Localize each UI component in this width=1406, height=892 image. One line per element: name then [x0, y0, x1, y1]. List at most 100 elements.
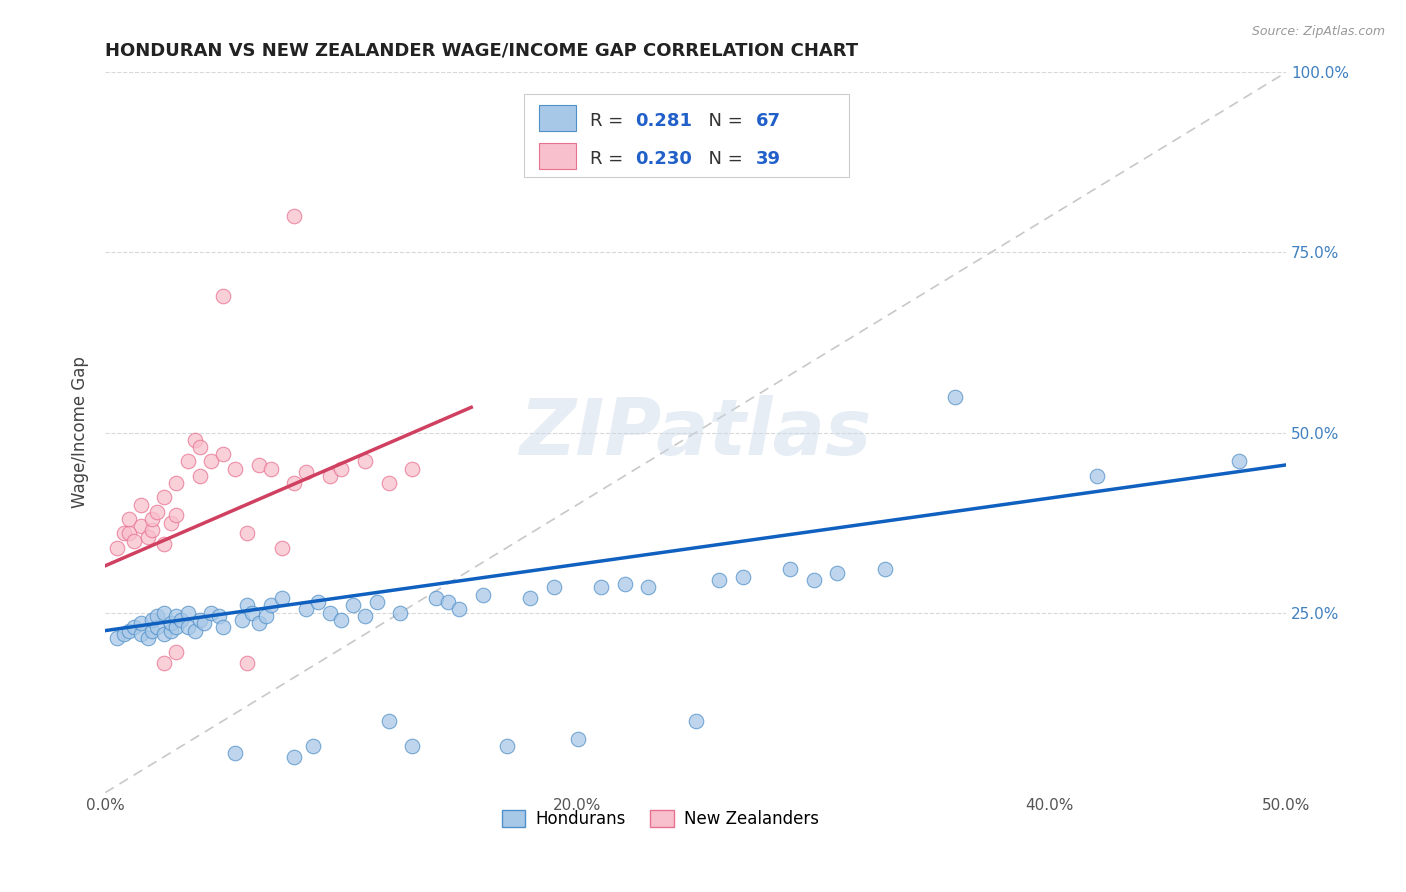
Point: [122, 533, 145, 548]
Point: [224, 746, 246, 760]
Text: 0.230: 0.230: [636, 150, 692, 168]
Point: [1085, 468, 1108, 483]
Point: [160, 516, 183, 530]
Point: [449, 602, 471, 616]
Point: [283, 210, 305, 224]
Point: [112, 526, 135, 541]
Point: [591, 581, 613, 595]
Point: [342, 599, 364, 613]
Point: [377, 475, 399, 490]
Point: [141, 624, 163, 638]
Point: [637, 581, 659, 595]
Point: [141, 512, 163, 526]
Point: [141, 613, 163, 627]
Point: [1227, 454, 1250, 468]
Legend: Hondurans, New Zealanders: Hondurans, New Zealanders: [495, 803, 825, 835]
Point: [401, 739, 423, 753]
Point: [170, 613, 193, 627]
Point: [259, 599, 281, 613]
Point: [212, 447, 235, 461]
Text: N =: N =: [697, 150, 748, 168]
Point: [184, 624, 207, 638]
Point: [146, 609, 169, 624]
Point: [302, 739, 325, 753]
Text: R =: R =: [591, 112, 630, 129]
Point: [377, 714, 399, 728]
Point: [160, 624, 183, 638]
Point: [165, 645, 187, 659]
Point: [153, 656, 176, 670]
Point: [803, 573, 825, 587]
Point: [519, 591, 541, 606]
Point: [271, 541, 294, 555]
Point: [271, 591, 294, 606]
Bar: [538, 143, 576, 169]
Point: [495, 739, 517, 753]
Point: [188, 468, 211, 483]
Point: [873, 562, 896, 576]
Point: [200, 606, 222, 620]
Point: [567, 731, 589, 746]
Point: [146, 620, 169, 634]
Point: [141, 523, 163, 537]
Point: [354, 454, 377, 468]
Text: N =: N =: [697, 112, 748, 129]
Point: [827, 566, 849, 580]
Point: [354, 609, 377, 624]
Point: [685, 714, 707, 728]
Point: [236, 526, 259, 541]
Text: 67: 67: [756, 112, 780, 129]
Point: [165, 609, 187, 624]
Text: Source: ZipAtlas.com: Source: ZipAtlas.com: [1251, 25, 1385, 38]
Point: [283, 475, 305, 490]
Point: [118, 624, 141, 638]
Text: HONDURAN VS NEW ZEALANDER WAGE/INCOME GAP CORRELATION CHART: HONDURAN VS NEW ZEALANDER WAGE/INCOME GA…: [105, 42, 858, 60]
Point: [112, 627, 135, 641]
Point: [105, 541, 128, 555]
Text: 0.281: 0.281: [636, 112, 692, 129]
Point: [318, 468, 340, 483]
Point: [129, 627, 152, 641]
Point: [389, 606, 412, 620]
Point: [146, 505, 169, 519]
Point: [136, 530, 159, 544]
Point: [207, 609, 229, 624]
Point: [118, 512, 141, 526]
Point: [160, 616, 183, 631]
Point: [122, 620, 145, 634]
Point: [543, 581, 565, 595]
Point: [436, 595, 458, 609]
Point: [259, 461, 281, 475]
Point: [165, 508, 187, 523]
Point: [200, 454, 222, 468]
Point: [153, 606, 176, 620]
Text: 39: 39: [756, 150, 780, 168]
Y-axis label: Wage/Income Gap: Wage/Income Gap: [72, 357, 89, 508]
Point: [129, 498, 152, 512]
Text: R =: R =: [591, 150, 630, 168]
Point: [129, 616, 152, 631]
Point: [184, 433, 207, 447]
Point: [231, 613, 253, 627]
Point: [129, 519, 152, 533]
Point: [153, 627, 176, 641]
Point: [240, 606, 263, 620]
Point: [153, 537, 176, 551]
Point: [425, 591, 447, 606]
Point: [318, 606, 340, 620]
Point: [212, 620, 235, 634]
Point: [779, 562, 801, 576]
Point: [330, 613, 353, 627]
Point: [153, 491, 176, 505]
Point: [193, 616, 215, 631]
Point: [177, 454, 200, 468]
Point: [709, 573, 731, 587]
Point: [118, 526, 141, 541]
Point: [224, 461, 246, 475]
Point: [943, 390, 966, 404]
Point: [177, 620, 200, 634]
Point: [165, 620, 187, 634]
Point: [307, 595, 329, 609]
Point: [295, 602, 318, 616]
Point: [212, 288, 235, 302]
